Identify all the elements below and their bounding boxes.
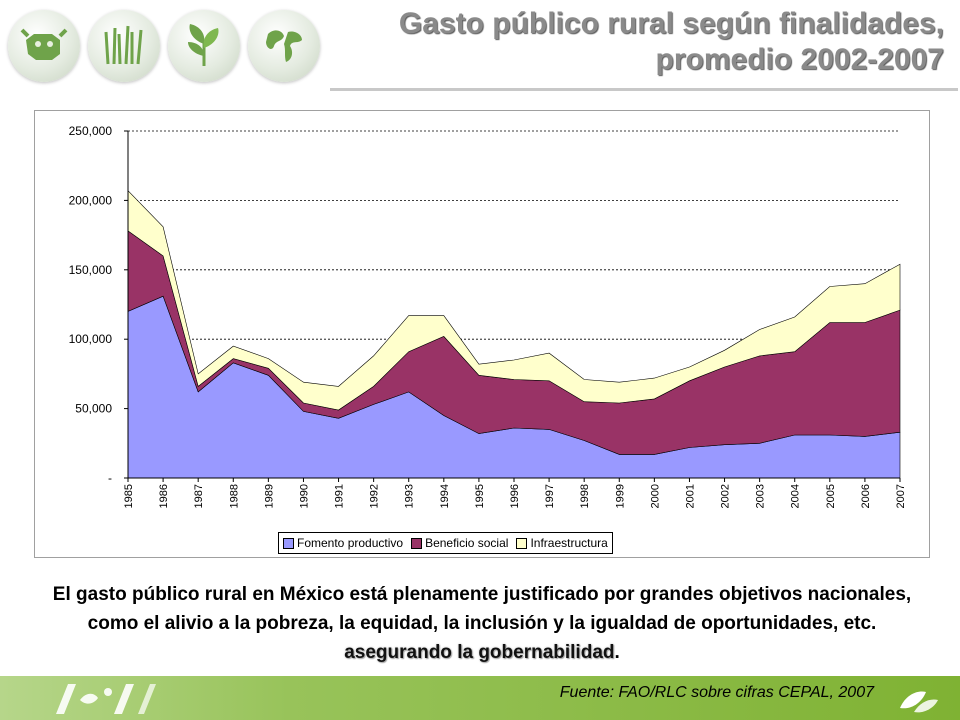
y-tick-label: - bbox=[108, 471, 112, 485]
legend-swatch-beneficio bbox=[411, 537, 423, 549]
footer-bar bbox=[0, 676, 960, 720]
legend-swatch-infraestructura bbox=[516, 537, 528, 549]
x-tick-label: 2006 bbox=[860, 484, 872, 508]
x-tick-label: 2001 bbox=[685, 484, 697, 508]
x-tick-label: 1992 bbox=[369, 484, 381, 508]
x-tick-label: 2002 bbox=[720, 484, 732, 508]
x-tick-label: 1999 bbox=[614, 484, 626, 508]
x-tick-label: 1997 bbox=[544, 484, 556, 508]
x-tick-label: 1996 bbox=[509, 484, 521, 508]
globe-icon bbox=[248, 10, 320, 82]
body-paragraph: El gasto público rural en México está pl… bbox=[34, 580, 930, 667]
leaf-logo-icon bbox=[900, 691, 938, 713]
title-line-1: Gasto público rural según finalidades, bbox=[398, 7, 944, 40]
body-emphasis: asegurando la gobernabilidad bbox=[344, 642, 615, 663]
grass-icon bbox=[88, 10, 160, 82]
x-tick-label: 1994 bbox=[439, 484, 451, 508]
cow-icon bbox=[8, 10, 80, 82]
y-tick-label: 150,000 bbox=[69, 263, 113, 277]
y-tick-label: 250,000 bbox=[69, 124, 113, 138]
x-tick-label: 1998 bbox=[579, 484, 591, 508]
legend-label-infraestructura: Infraestructura bbox=[530, 536, 608, 550]
x-tick-label: 1995 bbox=[474, 484, 486, 508]
x-tick-label: 1988 bbox=[228, 484, 240, 508]
page-title: Gasto público rural según finalidades, p… bbox=[344, 6, 944, 78]
x-tick-label: 2000 bbox=[649, 484, 661, 508]
legend-item-beneficio: Beneficio social bbox=[411, 536, 508, 550]
body-main-text: El gasto público rural en México está pl… bbox=[52, 584, 912, 634]
x-tick-label: 1986 bbox=[158, 484, 170, 508]
legend-item-infraestructura: Infraestructura bbox=[516, 536, 608, 550]
source-note: Fuente: FAO/RLC sobre cifras CEPAL, 2007 bbox=[559, 684, 874, 701]
body-end: . bbox=[614, 642, 620, 663]
legend-swatch-fomento bbox=[283, 537, 294, 549]
header-icons bbox=[8, 10, 320, 86]
title-line-2: promedio 2002-2007 bbox=[655, 43, 944, 76]
y-tick-label: 200,000 bbox=[69, 193, 113, 207]
x-tick-label: 2007 bbox=[895, 484, 907, 508]
x-tick-label: 1985 bbox=[123, 484, 135, 508]
title-divider bbox=[330, 88, 958, 91]
y-tick-label: 100,000 bbox=[69, 332, 113, 346]
legend-item-fomento: Fomento productivo bbox=[283, 536, 403, 550]
x-tick-label: 2004 bbox=[790, 484, 802, 508]
x-tick-label: 1991 bbox=[334, 484, 346, 508]
legend-label-beneficio: Beneficio social bbox=[425, 536, 509, 550]
x-tick-label: 1990 bbox=[299, 484, 311, 508]
plant-icon bbox=[168, 10, 240, 82]
chart-legend: Fomento productivo Beneficio social Infr… bbox=[278, 532, 613, 554]
area-series-infraestructura bbox=[127, 189, 901, 411]
x-tick-label: 1993 bbox=[404, 484, 416, 508]
legend-label-fomento: Fomento productivo bbox=[297, 536, 404, 550]
x-tick-label: 2005 bbox=[825, 484, 837, 508]
y-tick-label: 50,000 bbox=[75, 402, 112, 416]
x-tick-label: 1989 bbox=[263, 484, 275, 508]
fao-logo-icon bbox=[56, 684, 156, 714]
x-tick-label: 2003 bbox=[755, 484, 767, 508]
x-tick-label: 1987 bbox=[193, 484, 205, 508]
